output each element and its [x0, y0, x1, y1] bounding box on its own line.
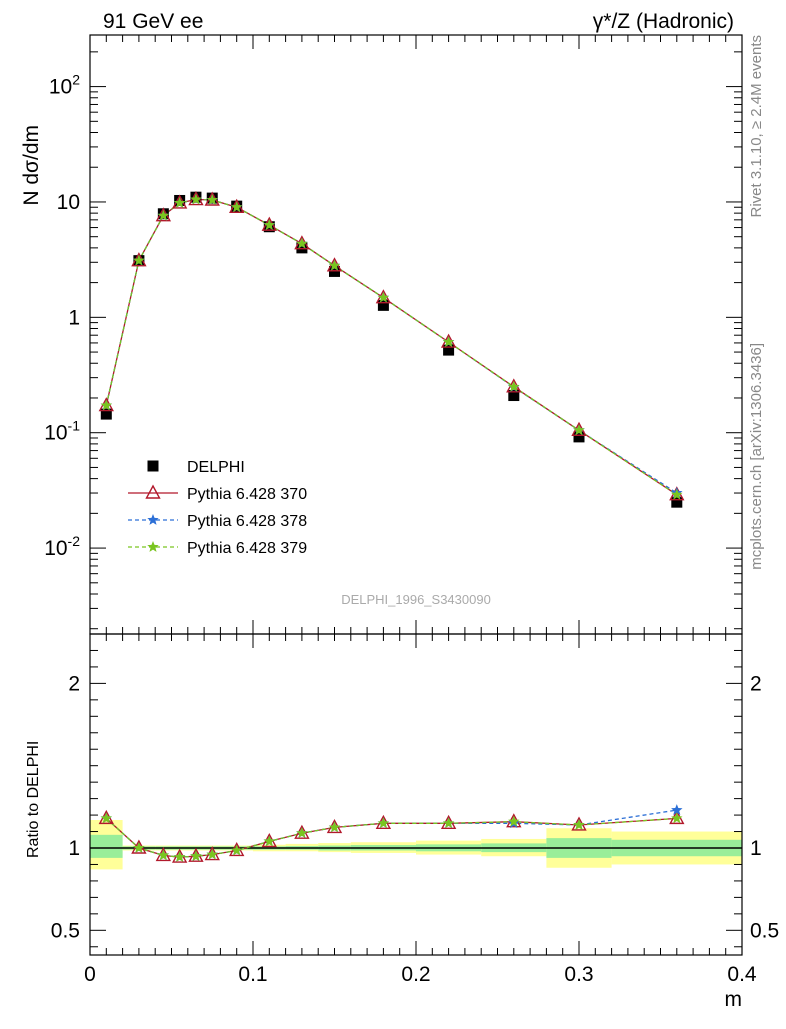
- main-ylabel: N dσ/dm: [20, 125, 43, 206]
- series-line: [105, 198, 678, 496]
- data-point: [206, 194, 218, 205]
- y-tick-label: 1: [68, 306, 80, 329]
- data-point: [328, 821, 341, 833]
- data-point: [671, 804, 683, 815]
- legend-label: Pythia 6.428 370: [187, 486, 307, 503]
- data-point: [573, 424, 585, 436]
- data-point: [230, 844, 243, 856]
- data-point: [377, 817, 390, 829]
- y-tick-label: 0.5: [750, 919, 779, 942]
- data-point: [157, 209, 170, 221]
- legend-marker: [147, 541, 159, 552]
- legend-marker: [147, 460, 159, 472]
- y-tick-label: 2: [68, 672, 80, 695]
- y-tick-label: 1: [68, 837, 80, 860]
- side-text-lower: mcplots.cern.ch [arXiv:1306.3436]: [748, 343, 765, 570]
- data-point: [190, 850, 202, 862]
- legend: DELPHI Pythia 6.428 370 Pythia 6.428 378 Py…: [128, 459, 307, 557]
- x-tick-label: 0: [84, 963, 96, 986]
- data-point: [100, 408, 112, 420]
- legend-marker: [145, 484, 161, 499]
- data-point: [190, 193, 202, 205]
- legend-marker: [147, 514, 159, 525]
- x-tick-label: 0.3: [564, 963, 593, 986]
- data-point: [206, 848, 218, 860]
- header-right: γ*/Z (Hadronic): [593, 10, 734, 33]
- x-tick-label: 0.4: [727, 963, 757, 986]
- ratio-ylabel: Ratio to DELPHI: [25, 741, 42, 858]
- data-point: [100, 399, 113, 411]
- data-point: [296, 242, 308, 254]
- ratio-frame: [89, 633, 743, 956]
- legend-label: Pythia 6.428 378: [187, 513, 307, 530]
- legend-label: Pythia 6.428 379: [187, 540, 307, 557]
- watermark: DELPHI_1996_S3430090: [341, 592, 491, 607]
- x-tick-label: 0.1: [238, 963, 267, 986]
- data-point: [671, 812, 683, 824]
- main-panel: 10-2 10-1 1 10 102: [44, 34, 743, 648]
- data-point: [573, 818, 585, 830]
- data-point: [230, 201, 243, 213]
- ratio-panel: 0 0.1 0.2 0.3 0.4 0.5 0.5 1 1 2 2: [51, 633, 779, 986]
- series-line: [105, 198, 678, 496]
- y-tick-label: 102: [49, 72, 80, 99]
- header-left: 91 GeV ee: [103, 10, 203, 33]
- data-point: [442, 817, 455, 829]
- data-point: [296, 237, 308, 249]
- data-point: [442, 336, 455, 347]
- data-point: [508, 815, 520, 827]
- data-point: [573, 431, 585, 443]
- data-point: [296, 827, 308, 839]
- data-point: [671, 488, 683, 500]
- data-point: [443, 344, 455, 356]
- y-tick-label: 10: [57, 191, 80, 214]
- data-point: [671, 496, 683, 508]
- y-tick-label: 2: [750, 672, 762, 695]
- data-point: [377, 299, 389, 311]
- y-tick-label: 10-1: [44, 418, 80, 445]
- data-point: [508, 380, 520, 392]
- ratio-band-green: [90, 834, 123, 858]
- data-point: [377, 291, 390, 303]
- x-tick-label: 0.2: [401, 963, 430, 986]
- data-point: [173, 196, 186, 208]
- data-point: [133, 842, 145, 853]
- series-line: [105, 198, 678, 494]
- data-point: [173, 851, 186, 862]
- y-tick-label: 0.5: [51, 919, 80, 942]
- side-text-upper: Rivet 3.1.10, ≥ 2.4M events: [748, 35, 765, 218]
- y-tick-label: 10-2: [44, 533, 80, 560]
- legend-label: DELPHI: [187, 459, 245, 476]
- x-axis-label: m: [725, 988, 743, 1011]
- data-point: [263, 835, 276, 847]
- data-point: [508, 390, 520, 402]
- data-point: [100, 812, 113, 824]
- data-point: [263, 219, 276, 230]
- data-point: [328, 259, 341, 271]
- data-point: [133, 254, 145, 266]
- y-tick-label: 1: [750, 837, 762, 860]
- data-point: [157, 849, 170, 861]
